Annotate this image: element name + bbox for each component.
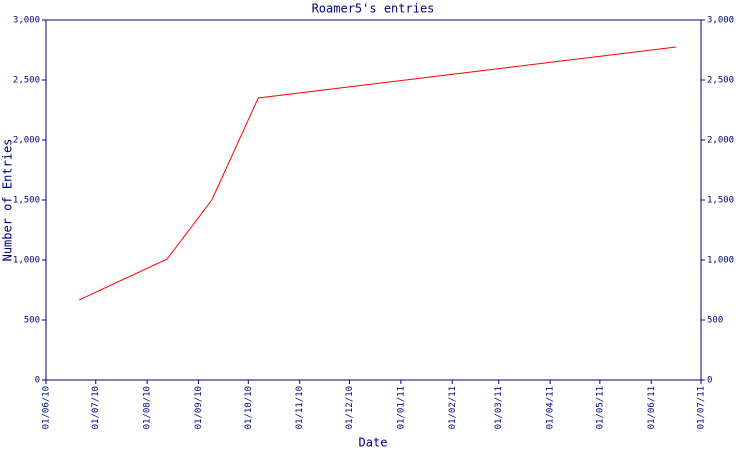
x-tick-label: 01/06/11 (647, 386, 657, 429)
y2-tick-label: 1,500 (707, 196, 734, 206)
x-tick-label: 01/07/10 (91, 386, 101, 429)
x-tick-label: 01/10/10 (244, 386, 254, 429)
y2-tick-label: 2,000 (707, 136, 734, 146)
plot-frame (45, 19, 702, 381)
y-tick-label: 3,000 (13, 16, 40, 26)
chart-title: Roamer5's entries (312, 2, 435, 16)
y2-tick-label: 0 (707, 376, 712, 386)
x-tick-label: 01/07/11 (697, 386, 707, 429)
x-tick-label: 01/08/10 (143, 386, 153, 429)
x-tick-label: 01/05/11 (595, 386, 605, 429)
series-line (78, 46, 677, 301)
y-tick-label: 1,000 (13, 256, 40, 266)
x-axis-label: Date (359, 436, 388, 450)
x-tick-label: 01/09/10 (194, 386, 204, 429)
x-tick-label: 01/02/11 (448, 386, 458, 429)
y-axis-label: Number of Entries (1, 139, 15, 262)
x-tick-label: 01/12/10 (345, 386, 355, 429)
y2-tick-label: 3,000 (707, 16, 734, 26)
y-tick-label: 1,500 (13, 196, 40, 206)
x-tick-label: 01/11/10 (295, 386, 305, 429)
x-tick-label: 01/06/10 (42, 386, 52, 429)
y-tick-label: 2,000 (13, 136, 40, 146)
x-tick-label: 01/01/11 (396, 386, 406, 429)
y2-tick-label: 1,000 (707, 256, 734, 266)
y-tick-label: 0 (35, 376, 40, 386)
y2-tick-label: 2,500 (707, 76, 734, 86)
y2-tick-label: 500 (707, 316, 723, 326)
y-tick-label: 2,500 (13, 76, 40, 86)
y-tick-label: 500 (24, 316, 40, 326)
x-tick-label: 01/04/11 (546, 386, 556, 429)
x-tick-label: 01/03/11 (494, 386, 504, 429)
